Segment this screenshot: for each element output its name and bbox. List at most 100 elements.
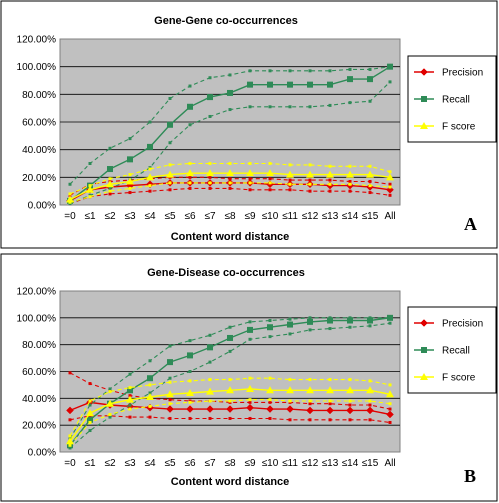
- panel-a-recall-point: [207, 94, 213, 101]
- panel-a-precision-lower-point: [228, 186, 232, 190]
- panel-a-f-score-lower-point: [228, 181, 232, 185]
- panel-a-x-tick-label: ≤1: [84, 211, 95, 222]
- panel-b-recall-point: [207, 344, 213, 351]
- panel-a-y-tick-label: 80.00%: [22, 90, 56, 101]
- panel-a-label: A: [464, 214, 477, 234]
- panel-a-x-tick-label: ≤5: [164, 211, 175, 222]
- panel-b-precision-point: [66, 406, 74, 415]
- panel-a-recall-point: [107, 166, 113, 173]
- panel-b-precision-upper-point: [168, 398, 172, 402]
- panel-b-x-tick-label: ≤12: [302, 458, 319, 469]
- panel-a-f-score-point: [366, 170, 374, 178]
- panel-b-y-tick-labels: 0.00% 20.00% 40.00% 60.00% 80.00% 100.00% 120.…: [17, 287, 57, 459]
- panel-b-f-score-point: [266, 386, 274, 394]
- panel-b-precision-point: [366, 406, 374, 415]
- panel-b-recall-point: [227, 334, 233, 341]
- panel-b-recall-upper-point: [308, 316, 312, 320]
- panel-b-y-tick-label: 40.00%: [22, 394, 56, 405]
- panel-b-f-score-upper-point: [208, 378, 212, 382]
- panel-a-y-tick-label: 20.00%: [22, 173, 56, 184]
- panel-a-legend-precision-marker: [420, 68, 428, 76]
- panel-a-f-score-upper-point: [228, 162, 232, 165]
- panel-b-precision-point: [306, 406, 314, 415]
- panel-b-f-score-point: [66, 437, 74, 445]
- panel-a-recall-upper-point: [188, 84, 192, 88]
- panel-a-precision-upper-point: [208, 175, 212, 179]
- panel-a-recall-point: [347, 76, 353, 83]
- panel-b-recall-lower-line: [69, 322, 391, 449]
- panel-a-y-tick-labels: 0.00% 20.00% 40.00% 60.00% 80.00% 100.00% 120.…: [17, 35, 57, 212]
- panel-b-x-tick-label: ≤11: [282, 458, 298, 469]
- panel-a-f-score-upper-point: [148, 167, 152, 171]
- panel-a-recall-point: [127, 156, 133, 163]
- panel-a-recall-point: [287, 81, 293, 88]
- panel-a-f-score-lower-point: [308, 182, 312, 186]
- panel-b-recall-point: [87, 416, 93, 423]
- panel-a-f-score-lower-point: [168, 181, 172, 185]
- panel-b-recall-upper-point: [108, 387, 112, 391]
- panel-a-recall-lower-point: [288, 105, 292, 109]
- panel-b-y-tick-label: 80.00%: [22, 340, 56, 351]
- panel-b-f-score-point: [206, 387, 214, 395]
- panel-a-f-score-lower-point: [108, 189, 112, 193]
- panel-b-x-tick-label: ≤10: [262, 458, 279, 469]
- panel-b-precision-lower-point: [128, 415, 132, 419]
- panel-a-y-tick-label: 120.00%: [17, 35, 57, 46]
- panel-b-x-tick-label: =0: [64, 458, 76, 469]
- panel-b-f-score-point: [146, 392, 154, 400]
- panel-a-precision-lower-point: [108, 192, 112, 196]
- panel-a-precision-lower-point: [308, 189, 312, 193]
- panel-b-f-score-upper-point: [388, 383, 392, 387]
- panel-b-recall-lower-point: [248, 337, 252, 341]
- panel-a-f-score-upper-point: [348, 164, 352, 168]
- panel-b-precision-lower-point: [308, 418, 312, 422]
- panel-b-recall-lower-point: [128, 403, 132, 407]
- panel-b-f-score-point: [86, 409, 94, 417]
- panel-a-y-tick-label: 60.00%: [22, 118, 56, 129]
- panel-a-legend-precision-label: Precision: [442, 68, 483, 79]
- panel-b-precision-point: [346, 406, 354, 415]
- panel-a-recall-upper-point: [148, 120, 152, 124]
- panel-b-recall-upper-point: [228, 325, 232, 329]
- panel-a-f-score-point: [286, 170, 294, 178]
- panel-a-f-score-point: [126, 177, 134, 185]
- panel-b-precision-lower-point: [328, 418, 332, 422]
- panel-a-x-tick-label: ≤15: [362, 211, 379, 222]
- panel-b-recall-upper-point: [168, 344, 172, 348]
- panel-b-recall-upper-point: [268, 319, 272, 323]
- panel-a-recall-upper-point: [308, 69, 312, 73]
- panel-a-recall-upper-point: [208, 76, 212, 80]
- panel-a-f-score-upper-point: [248, 162, 252, 165]
- panel-b-precision-upper-point: [248, 400, 252, 404]
- panel-b-precision-point: [246, 403, 254, 412]
- panel-a-recall-point: [147, 143, 153, 150]
- panel-a-f-score-upper-point: [388, 170, 392, 174]
- panel-a-f-score-lower-point: [88, 195, 92, 199]
- panel-b-f-score-point: [386, 390, 394, 398]
- panel-b-recall-point: [267, 324, 273, 331]
- panel-a-precision-lower-point: [388, 193, 392, 197]
- panel-a-x-tick-label: ≤12: [302, 211, 319, 222]
- panel-a-recall-lower-point: [208, 114, 212, 118]
- panel-b: Gene-Disease co-occurrences 0.00% 20.00% 4…: [0, 253, 498, 502]
- panel-b-recall-point: [187, 352, 193, 359]
- panel-a-precision-lower-point: [288, 188, 292, 192]
- panel-b-f-score-point: [246, 384, 254, 392]
- panel-b-y-tick-label: 60.00%: [22, 367, 56, 378]
- panel-a-recall-point: [187, 103, 193, 110]
- panel-b-precision-lower-line: [69, 415, 391, 424]
- panel-a-precision-upper-point: [308, 178, 312, 182]
- panel-b-f-score-point: [306, 386, 314, 394]
- panel-a-recall-point: [307, 81, 313, 88]
- panel-b-precision-upper-point: [348, 403, 352, 407]
- panel-a-x-tick-label: All: [384, 211, 395, 222]
- panel-a-precision-upper-point: [228, 177, 232, 181]
- panel-b-recall-point: [307, 318, 313, 325]
- panel-a-legend-f-score-label: F score: [442, 122, 476, 133]
- panel-a-precision-lower-point: [188, 186, 192, 190]
- panel-a-legend-recall-label: Recall: [442, 95, 470, 106]
- panel-a-recall-point: [367, 76, 373, 83]
- panel-a-legend-entries: Precision Recall F score: [414, 68, 483, 133]
- panel-b-x-axis-title: Content word distance: [171, 476, 290, 488]
- panel-b-f-score-lower-line: [69, 399, 391, 446]
